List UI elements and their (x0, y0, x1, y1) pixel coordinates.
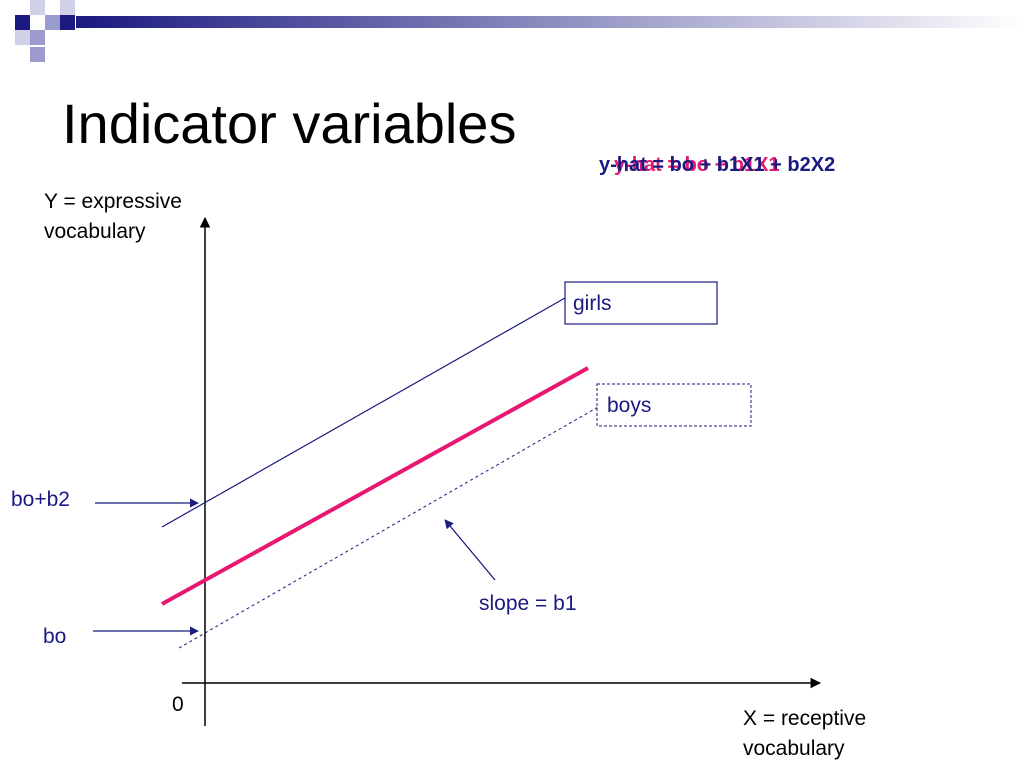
deco-square (60, 0, 75, 15)
deco-square (30, 47, 45, 62)
header-decoration (15, 0, 1024, 62)
boys-label-box (596, 383, 752, 427)
deco-square (15, 15, 30, 30)
x-axis-label-line1: X = receptive (743, 707, 867, 730)
equation-back: y-hat = bo + b1X1 (614, 154, 780, 176)
girls-regression-line (161, 297, 566, 528)
slide-title: Indicator variables (62, 92, 517, 155)
pooled-regression-line (161, 366, 589, 606)
deco-square (30, 0, 45, 15)
boys-label: boys (607, 394, 652, 417)
intercept-low-label: bo (43, 625, 67, 648)
deco-square (60, 15, 75, 30)
girls-label-box (564, 281, 718, 325)
boys-regression-line (178, 406, 599, 649)
equation-front: y-hat = bo + b1X1 + b2X2 (599, 154, 836, 176)
y-axis-label-line2: vocabulary (44, 220, 146, 244)
origin-label: 0 (172, 693, 184, 716)
y-axis-label: Y = expressive vocabulary (44, 187, 182, 248)
intercept-high-label: bo+b2 (11, 488, 70, 511)
header-gradient-bar (76, 16, 1024, 28)
x-axis-label: X = receptive vocabulary (743, 704, 866, 765)
deco-square (15, 30, 30, 45)
slope-label: slope = b1 (479, 592, 577, 615)
slope-arrow (444, 519, 496, 581)
deco-square (45, 15, 60, 30)
girls-label: girls (573, 292, 612, 315)
deco-square (30, 30, 45, 45)
x-axis-label-line2: vocabulary (743, 737, 845, 761)
y-axis-label-line1: Y = expressive (44, 190, 182, 213)
